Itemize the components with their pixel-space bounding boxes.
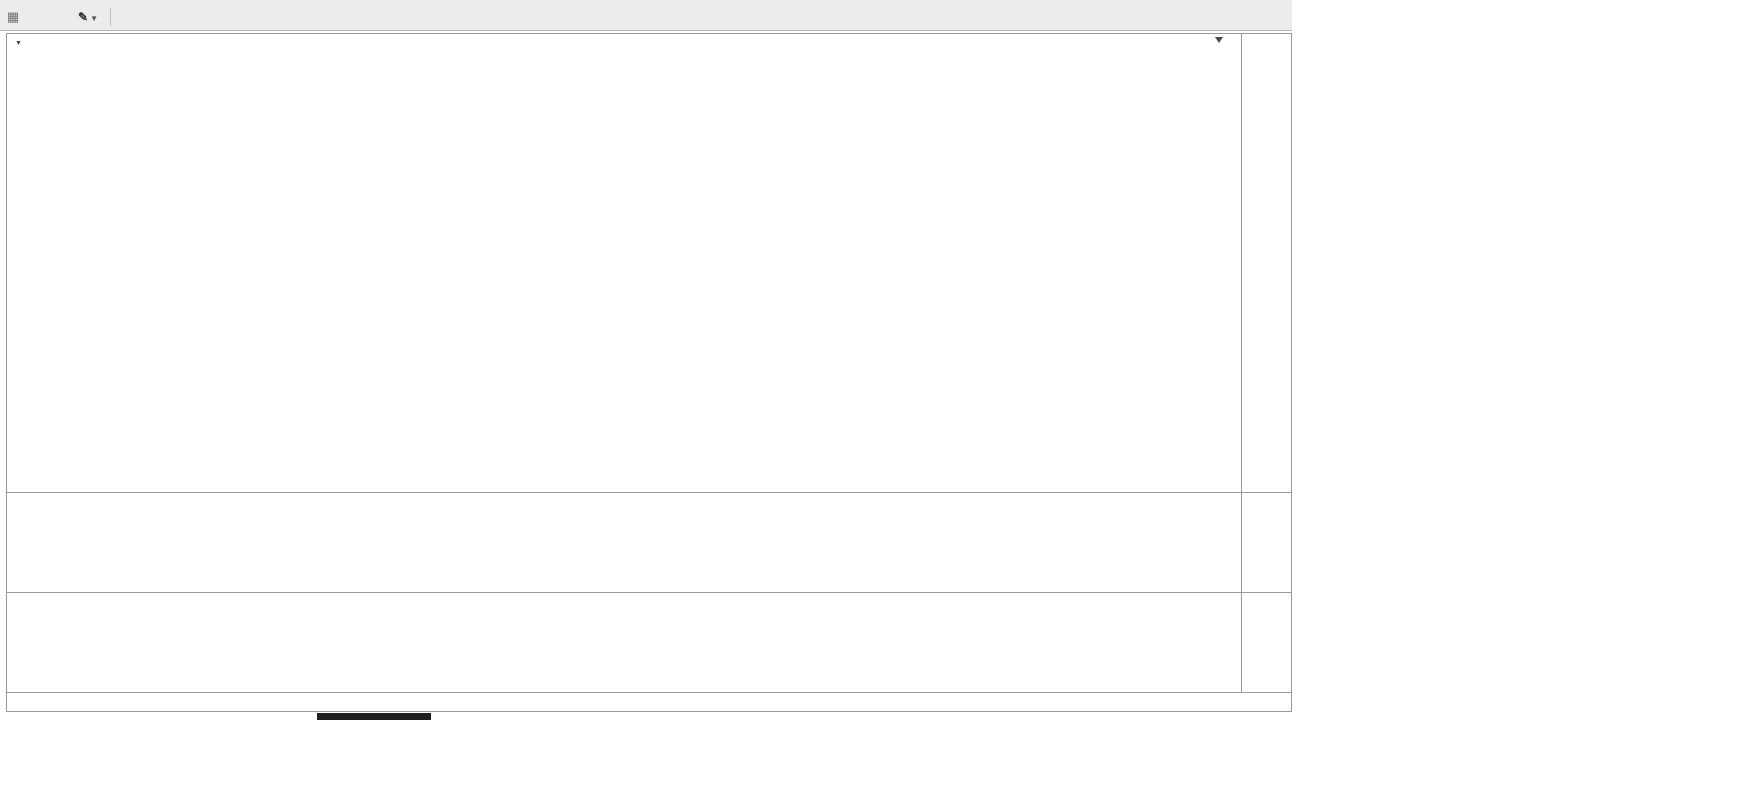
grid-tool-button[interactable]: ▦ <box>2 7 24 27</box>
rsi-label <box>12 595 17 606</box>
macd-label <box>12 495 22 506</box>
chevron-down-icon: ▼ <box>90 14 98 23</box>
chart-canvas[interactable] <box>7 34 1291 711</box>
chart-shift-marker-icon[interactable] <box>1215 37 1223 43</box>
pencil-icon: ✎ <box>78 10 89 24</box>
taskbar-fragment <box>317 713 431 720</box>
draw-tool-dropdown[interactable]: ✎ ▼ <box>74 7 102 27</box>
text-tool-button[interactable] <box>50 7 72 27</box>
pane-separator-macd[interactable] <box>7 492 1291 493</box>
pane-separator-rsi[interactable] <box>7 592 1291 593</box>
price-axis-separator[interactable] <box>1241 34 1242 692</box>
toolbar-separator <box>109 8 111 26</box>
grid-icon: ▦ <box>6 9 20 24</box>
symbol-info: ▼ <box>15 38 27 50</box>
clipped-toolbar-row <box>0 0 1292 7</box>
tool-row: ▦ ✎ ▼ <box>2 7 119 27</box>
toolbar: ▦ ✎ ▼ <box>0 0 1292 31</box>
one-click-arrow-icon[interactable]: ▼ <box>15 40 22 47</box>
font-tool-button[interactable] <box>26 7 48 27</box>
chart-region: ▼ <box>6 33 1292 712</box>
pane-separator-timeaxis <box>7 692 1291 693</box>
